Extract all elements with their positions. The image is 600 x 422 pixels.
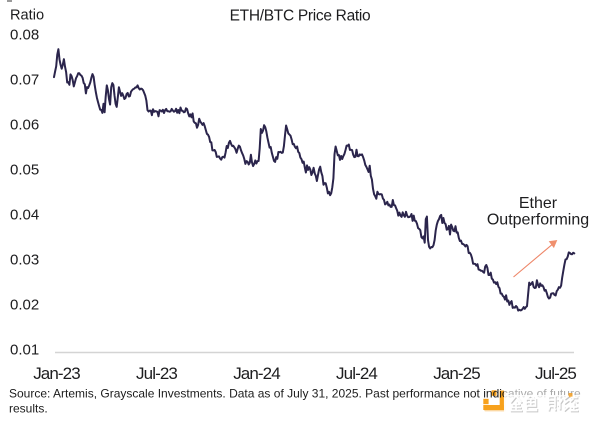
svg-text:ETH/BTC Price Ratio: ETH/BTC Price Ratio <box>230 8 371 25</box>
svg-text:Jan-23: Jan-23 <box>33 364 80 383</box>
svg-text:Jul-25: Jul-25 <box>535 364 576 383</box>
svg-text:0.02: 0.02 <box>10 297 39 314</box>
svg-text:Jul-24: Jul-24 <box>336 364 377 383</box>
svg-text:Ether: Ether <box>519 195 558 212</box>
svg-text:results.: results. <box>9 402 48 416</box>
svg-text:Jul-23: Jul-23 <box>136 364 177 383</box>
svg-text:0.01: 0.01 <box>10 342 39 359</box>
svg-text:0.03: 0.03 <box>10 252 39 269</box>
svg-text:Jan-25: Jan-25 <box>433 364 480 383</box>
svg-text:0.05: 0.05 <box>10 162 39 179</box>
svg-text:0.04: 0.04 <box>10 207 39 224</box>
svg-text:Ratio: Ratio <box>10 8 44 24</box>
svg-text:0.06: 0.06 <box>10 117 39 134</box>
svg-text:0.08: 0.08 <box>10 27 39 44</box>
svg-text:0.07: 0.07 <box>10 72 39 89</box>
svg-text:Jan-24: Jan-24 <box>233 364 280 383</box>
svg-text:Source: Artemis, Grayscale Inv: Source: Artemis, Grayscale Investments. … <box>9 387 581 401</box>
svg-text:Outperforming: Outperforming <box>487 212 589 229</box>
